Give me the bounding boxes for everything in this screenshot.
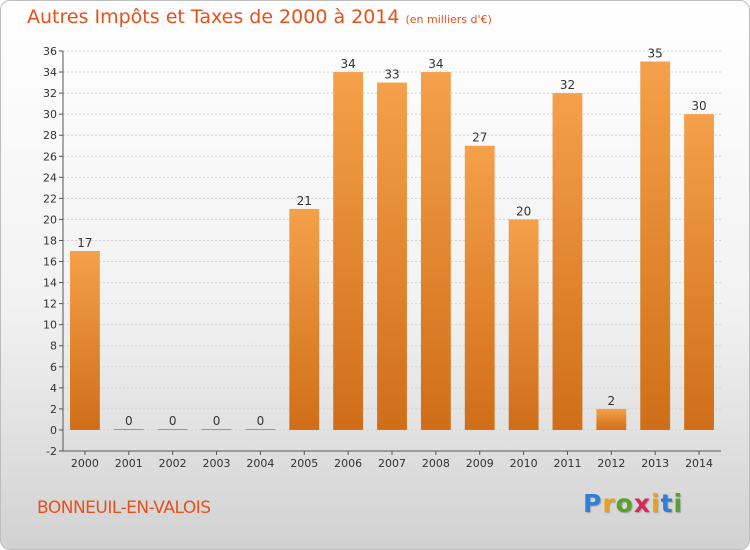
x-tick-label: 2008 bbox=[422, 457, 450, 470]
y-tick-label: 8 bbox=[50, 340, 57, 353]
bar-2014 bbox=[684, 114, 714, 430]
commune-name: BONNEUIL-EN-VALOIS bbox=[37, 498, 211, 518]
bar-2003 bbox=[201, 428, 232, 430]
y-tick-label: 34 bbox=[43, 66, 57, 79]
data-label-2013: 35 bbox=[648, 47, 663, 61]
y-tick-label: 12 bbox=[43, 298, 57, 311]
x-tick-label: 2007 bbox=[378, 457, 406, 470]
data-label-2011: 32 bbox=[560, 78, 575, 92]
data-label-2012: 2 bbox=[608, 394, 616, 408]
bar-2005 bbox=[289, 208, 320, 430]
y-tick-label: 10 bbox=[43, 319, 57, 332]
bar-2006 bbox=[333, 72, 364, 430]
bar-2001 bbox=[113, 428, 144, 430]
bar-2008 bbox=[420, 72, 451, 430]
x-tick-label: 2002 bbox=[159, 457, 187, 470]
y-tick-label: 24 bbox=[43, 171, 57, 184]
y-tick-label: 18 bbox=[43, 234, 57, 247]
y-tick-label: 16 bbox=[43, 256, 57, 269]
bar-2007 bbox=[377, 82, 407, 430]
x-tick-label: 2014 bbox=[685, 457, 713, 470]
x-tick-label: 2000 bbox=[71, 457, 99, 470]
logo-letter: P bbox=[583, 489, 603, 518]
bar-2009 bbox=[464, 145, 495, 430]
data-label-2004: 0 bbox=[257, 414, 265, 428]
data-label-2001: 0 bbox=[125, 414, 133, 428]
bar-2011 bbox=[552, 93, 583, 430]
logo-letter: o bbox=[615, 489, 634, 518]
x-tick-label: 2013 bbox=[641, 457, 669, 470]
y-tick-label: 32 bbox=[43, 87, 57, 100]
proxiti-logo: Proxiti bbox=[583, 489, 683, 518]
y-tick-label: 4 bbox=[50, 382, 57, 395]
bar-2004 bbox=[245, 428, 276, 430]
x-tick-label: 2011 bbox=[553, 457, 581, 470]
data-label-2003: 0 bbox=[213, 414, 221, 428]
chart-title-text: Autres Impôts et Taxes de 2000 à 2014 bbox=[27, 6, 400, 28]
x-tick-label: 2006 bbox=[334, 457, 362, 470]
bar-2013 bbox=[640, 61, 671, 430]
x-tick-label: 2003 bbox=[203, 457, 231, 470]
y-tick-label: 26 bbox=[43, 150, 57, 163]
x-tick-label: 2012 bbox=[597, 457, 625, 470]
data-label-2014: 30 bbox=[691, 99, 706, 113]
y-tick-label: 30 bbox=[43, 108, 57, 121]
chart-title: Autres Impôts et Taxes de 2000 à 2014 (en… bbox=[27, 6, 492, 28]
data-label-2008: 34 bbox=[428, 57, 443, 71]
x-tick-label: 2009 bbox=[466, 457, 494, 470]
data-label-2000: 17 bbox=[77, 236, 92, 250]
logo-letter: i bbox=[651, 489, 661, 518]
y-tick-label: 20 bbox=[43, 213, 57, 226]
data-label-2006: 34 bbox=[340, 57, 355, 71]
chart-subtitle: (en milliers d'€) bbox=[405, 13, 492, 26]
y-tick-label: -2 bbox=[46, 445, 57, 458]
bar-2012 bbox=[596, 408, 627, 430]
bar-2000 bbox=[70, 251, 100, 430]
data-label-2010: 20 bbox=[516, 204, 531, 218]
data-label-2007: 33 bbox=[384, 68, 399, 82]
y-tick-label: 2 bbox=[50, 403, 57, 416]
data-label-2002: 0 bbox=[169, 414, 177, 428]
data-label-2009: 27 bbox=[472, 131, 487, 145]
logo-letter: t bbox=[660, 489, 674, 518]
y-tick-label: 36 bbox=[43, 45, 57, 58]
logo-letter: x bbox=[633, 489, 651, 518]
logo-letter: i bbox=[673, 489, 684, 518]
logo-letter: r bbox=[602, 489, 616, 518]
x-tick-label: 2001 bbox=[115, 457, 143, 470]
x-tick-label: 2005 bbox=[290, 457, 318, 470]
y-tick-label: 0 bbox=[50, 424, 57, 437]
y-tick-label: 6 bbox=[50, 361, 57, 374]
y-tick-label: 14 bbox=[43, 277, 57, 290]
y-tick-label: 22 bbox=[43, 192, 57, 205]
x-tick-label: 2010 bbox=[510, 457, 538, 470]
data-label-2005: 21 bbox=[297, 194, 312, 208]
y-tick-label: 28 bbox=[43, 129, 57, 142]
bar-2002 bbox=[157, 428, 188, 430]
x-tick-label: 2004 bbox=[246, 457, 274, 470]
bar-2010 bbox=[508, 219, 539, 430]
